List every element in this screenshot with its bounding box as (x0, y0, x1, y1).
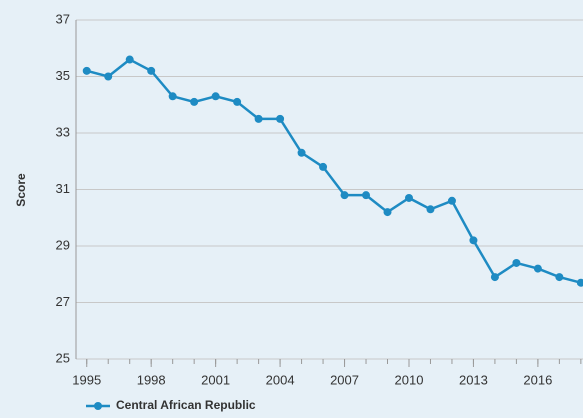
data-point (555, 273, 564, 282)
data-point (147, 66, 156, 75)
legend-marker (94, 402, 102, 410)
data-point (426, 205, 435, 214)
data-point (211, 92, 220, 101)
data-point (576, 278, 583, 287)
data-point (168, 92, 177, 101)
x-tick-label: 2001 (201, 372, 230, 387)
data-point (104, 72, 113, 81)
data-point (233, 97, 242, 106)
data-point (254, 114, 263, 123)
y-tick-label: 31 (56, 181, 70, 196)
y-tick-label: 33 (56, 124, 70, 139)
x-tick-label: 2007 (330, 372, 359, 387)
y-tick-label: 35 (56, 68, 70, 83)
y-axis-label: Score (14, 173, 28, 207)
data-point (362, 191, 371, 200)
data-point (490, 273, 499, 282)
x-tick-label: 1998 (137, 372, 166, 387)
x-tick-label: 2010 (395, 372, 424, 387)
data-point (447, 196, 456, 205)
data-point (404, 193, 413, 202)
data-point (383, 208, 392, 217)
data-point (82, 66, 91, 75)
x-tick-label: 1995 (72, 372, 101, 387)
y-tick-label: 37 (56, 11, 70, 26)
data-point (469, 236, 478, 245)
data-point (533, 264, 542, 273)
data-point (125, 55, 134, 64)
x-tick-label: 2004 (266, 372, 295, 387)
data-point (340, 191, 349, 200)
x-tick-label: 2016 (523, 372, 552, 387)
data-point (297, 148, 306, 157)
legend-label: Central African Republic (116, 398, 256, 412)
x-tick-label: 2013 (459, 372, 488, 387)
data-point (276, 114, 285, 123)
y-tick-label: 27 (56, 294, 70, 309)
data-point (190, 97, 199, 106)
data-point (319, 162, 328, 171)
y-tick-label: 25 (56, 350, 70, 365)
y-tick-label: 29 (56, 237, 70, 252)
data-point (512, 258, 521, 267)
data-line (86, 58, 582, 284)
